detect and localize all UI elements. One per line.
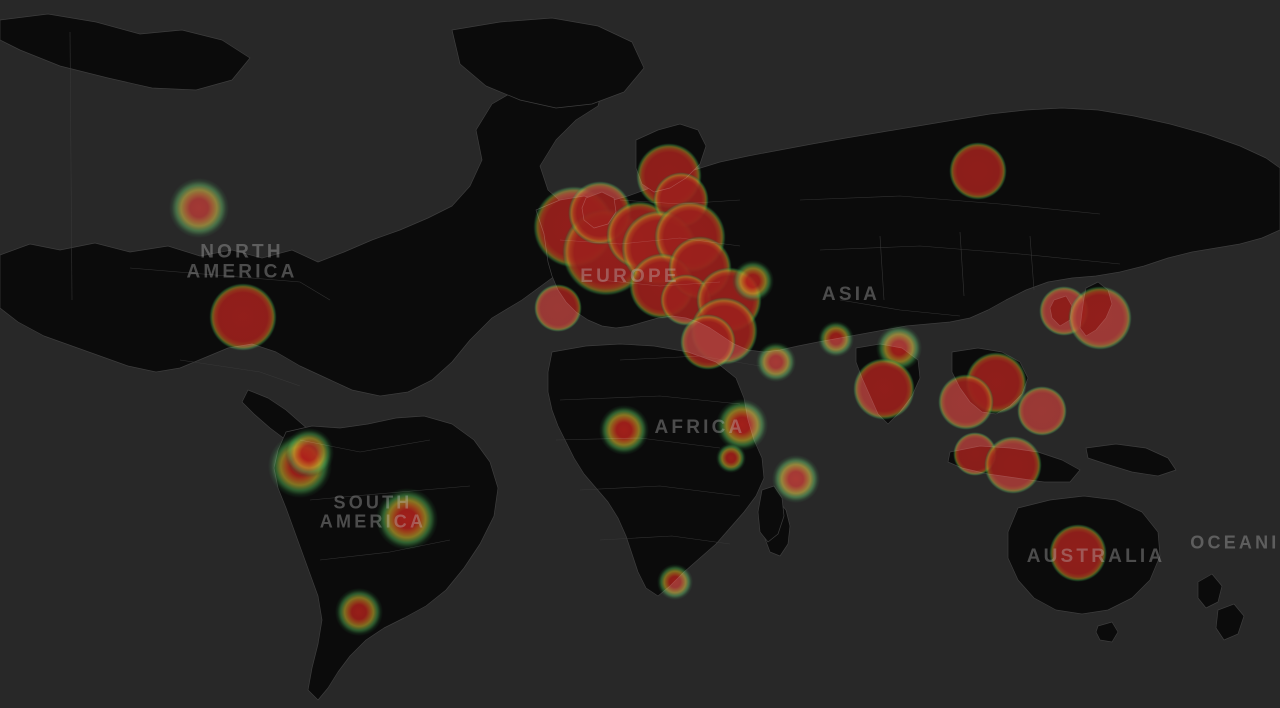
continent-label-oceania: OCEANIA: [1190, 532, 1280, 553]
continent-label-asia: ASIA: [821, 284, 881, 306]
continent-label-africa: AFRICA: [654, 417, 746, 439]
continent-label-south-america: SOUTH AMERICA: [319, 492, 427, 531]
continent-label-europe: EUROPE: [580, 266, 680, 288]
continent-label-north-america: NORTH AMERICA: [186, 241, 298, 282]
continent-label-australia: AUSTRALIA: [1026, 546, 1166, 568]
